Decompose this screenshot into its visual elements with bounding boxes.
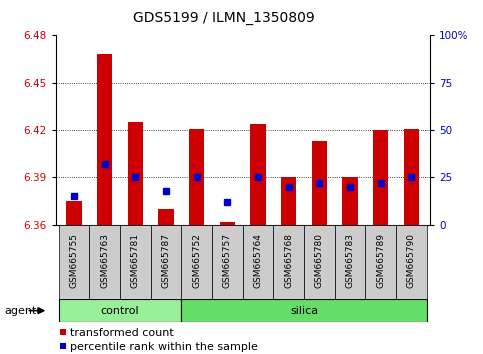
Text: GSM665787: GSM665787 (161, 233, 170, 288)
Text: GSM665783: GSM665783 (346, 233, 355, 288)
Bar (58, 225, 89, 299)
Bar (342, 177, 358, 225)
Text: GDS5199 / ILMN_1350809: GDS5199 / ILMN_1350809 (133, 11, 315, 25)
Text: silica: silica (290, 306, 318, 316)
Text: GSM665780: GSM665780 (315, 233, 324, 288)
Text: control: control (100, 306, 139, 316)
Bar (120, 225, 151, 299)
Text: GSM665768: GSM665768 (284, 233, 293, 288)
Text: GSM665764: GSM665764 (254, 233, 263, 288)
Bar (189, 129, 204, 225)
Bar (128, 122, 143, 225)
Bar (396, 225, 427, 299)
Bar (181, 299, 427, 322)
Bar (304, 225, 335, 299)
Text: GSM665763: GSM665763 (100, 233, 109, 288)
Bar (212, 225, 243, 299)
Text: GSM665789: GSM665789 (376, 233, 385, 288)
Text: transformed count: transformed count (70, 328, 174, 338)
Bar (158, 209, 174, 225)
Text: GSM665752: GSM665752 (192, 233, 201, 288)
Bar (89, 225, 120, 299)
Bar (66, 201, 82, 225)
Bar (335, 225, 366, 299)
Text: GSM665790: GSM665790 (407, 233, 416, 288)
Bar (312, 141, 327, 225)
Bar (151, 225, 181, 299)
Text: percentile rank within the sample: percentile rank within the sample (70, 342, 258, 353)
Bar (366, 225, 396, 299)
Text: GSM665755: GSM665755 (70, 233, 78, 288)
Bar (220, 222, 235, 225)
Bar (281, 177, 297, 225)
Text: GSM665757: GSM665757 (223, 233, 232, 288)
Bar (243, 225, 273, 299)
Text: GSM665781: GSM665781 (131, 233, 140, 288)
Bar (58, 299, 181, 322)
Bar (373, 130, 388, 225)
Text: agent: agent (5, 306, 37, 316)
Bar (250, 124, 266, 225)
Bar (181, 225, 212, 299)
Bar (97, 55, 113, 225)
Bar (273, 225, 304, 299)
Bar (404, 129, 419, 225)
